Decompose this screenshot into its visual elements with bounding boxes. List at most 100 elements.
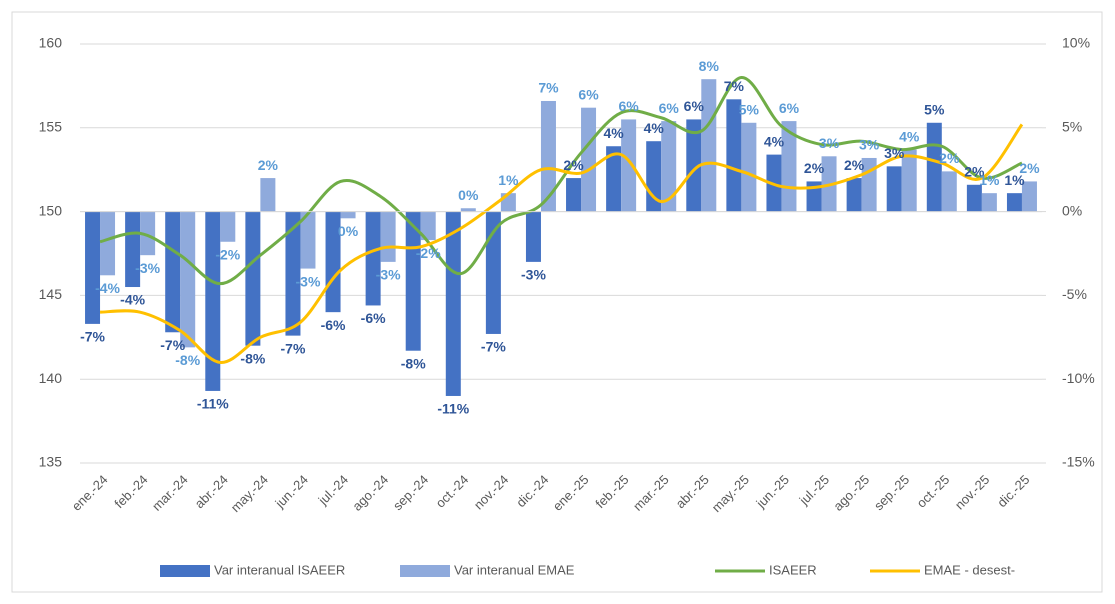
- bar: [420, 211, 436, 241]
- data-label: 7%: [724, 78, 745, 94]
- y-tick-label: 155: [39, 119, 63, 135]
- data-label: -2%: [416, 245, 441, 261]
- bar: [621, 119, 637, 212]
- data-label: 0%: [338, 223, 359, 239]
- data-label: -7%: [281, 340, 306, 356]
- bar: [100, 211, 116, 276]
- data-label: 2%: [563, 157, 584, 173]
- y-tick-label: 135: [39, 454, 63, 470]
- legend-label: Var interanual ISAEER: [214, 562, 345, 577]
- data-label: 4%: [604, 125, 625, 141]
- data-label: 2%: [1019, 160, 1040, 176]
- legend-label: EMAE - desest-: [924, 562, 1015, 577]
- bar: [741, 122, 757, 212]
- data-label: 4%: [644, 120, 665, 136]
- legend-marker: [160, 565, 210, 577]
- data-label: -2%: [215, 246, 240, 262]
- data-label: -7%: [481, 339, 506, 355]
- data-label: -3%: [135, 260, 160, 276]
- bar: [245, 211, 261, 346]
- data-label: 1%: [1004, 172, 1025, 188]
- y-tick-label: 160: [39, 35, 63, 51]
- bar: [581, 107, 597, 212]
- data-label: 4%: [764, 133, 785, 149]
- legend-label: Var interanual EMAE: [454, 562, 575, 577]
- data-label: -8%: [175, 352, 200, 368]
- data-label: -3%: [521, 267, 546, 283]
- line: [100, 123, 1024, 364]
- bar: [325, 211, 341, 313]
- data-label: 3%: [819, 135, 840, 151]
- bar: [165, 211, 181, 333]
- bar: [1006, 193, 1022, 212]
- y2-tick-label: 10%: [1062, 35, 1090, 51]
- data-label: -8%: [240, 350, 265, 366]
- bar: [981, 193, 997, 212]
- bar: [220, 211, 236, 242]
- y2-tick-label: -5%: [1062, 286, 1087, 302]
- bar: [566, 178, 582, 212]
- data-label: 5%: [739, 101, 760, 117]
- bar: [901, 149, 917, 212]
- bar: [886, 166, 902, 212]
- bar: [300, 211, 316, 269]
- bar: [726, 99, 742, 212]
- data-label: -3%: [296, 273, 321, 289]
- bar: [686, 119, 702, 212]
- data-label: -6%: [321, 317, 346, 333]
- data-label: 2%: [258, 157, 279, 173]
- bar: [445, 211, 461, 396]
- line: [99, 76, 1023, 286]
- bar: [260, 178, 276, 212]
- y2-tick-label: -10%: [1062, 370, 1095, 386]
- data-label: -11%: [197, 396, 229, 412]
- data-label: 0%: [458, 187, 479, 203]
- y2-tick-label: -15%: [1062, 454, 1095, 470]
- y-tick-label: 145: [39, 286, 63, 302]
- data-label: 2%: [939, 150, 960, 166]
- data-label: -6%: [361, 310, 386, 326]
- data-label: 3%: [859, 137, 880, 153]
- data-label: 6%: [578, 86, 599, 102]
- bar: [205, 211, 221, 391]
- y-tick-label: 150: [39, 202, 63, 218]
- bar: [941, 171, 957, 212]
- bar: [500, 193, 516, 212]
- y2-tick-label: 5%: [1062, 119, 1082, 135]
- data-label: 2%: [964, 163, 985, 179]
- data-label: -4%: [95, 280, 120, 296]
- data-label: -7%: [80, 329, 105, 345]
- bar: [180, 211, 196, 348]
- data-label: 2%: [804, 160, 825, 176]
- bar: [485, 211, 501, 334]
- data-label: -3%: [376, 267, 401, 283]
- bar: [365, 211, 381, 306]
- data-label: -7%: [160, 337, 185, 353]
- data-label: -4%: [120, 292, 145, 308]
- bar: [140, 211, 156, 256]
- bar: [285, 211, 301, 336]
- legend-marker: [400, 565, 450, 577]
- legend-label: ISAEER: [769, 562, 817, 577]
- bar: [861, 157, 877, 212]
- data-label: 1%: [979, 172, 1000, 188]
- bar: [966, 184, 982, 212]
- bar: [846, 178, 862, 212]
- bar: [125, 211, 141, 288]
- data-label: 6%: [659, 100, 680, 116]
- data-label: 6%: [779, 100, 800, 116]
- bar: [540, 100, 556, 212]
- data-label: 6%: [619, 98, 640, 114]
- data-label: 4%: [899, 128, 920, 144]
- data-label: 7%: [538, 80, 559, 96]
- bar: [380, 211, 396, 262]
- bar: [85, 211, 101, 324]
- y-tick-label: 140: [39, 370, 63, 386]
- bar: [701, 79, 717, 212]
- y2-tick-label: 0%: [1062, 202, 1082, 218]
- bar: [460, 208, 476, 212]
- bar: [340, 211, 356, 219]
- data-label: 2%: [844, 157, 865, 173]
- bar: [525, 211, 541, 262]
- data-label: 1%: [498, 172, 519, 188]
